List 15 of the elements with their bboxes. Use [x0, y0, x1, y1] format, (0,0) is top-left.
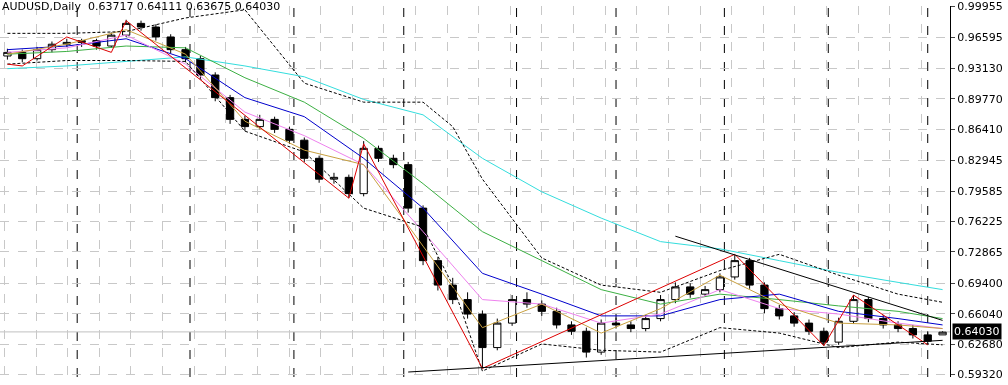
y-tick-label: 0.72865	[957, 245, 1003, 259]
y-tick-label: 0.62680	[957, 337, 1003, 351]
y-tick-label: 0.69400	[957, 277, 1003, 291]
ref-line-label: 0.64030	[954, 325, 1000, 338]
y-tick-label: 0.59320	[957, 368, 1003, 382]
y-tick-label: 0.99955	[957, 0, 1003, 14]
y-tick-label: 0.82945	[957, 154, 1003, 168]
y-tick-label: 0.96595	[957, 30, 1003, 44]
y-tick-label: 0.66040	[957, 307, 1003, 321]
chart-title: AUDUSD,Daily 0.63717 0.64111 0.63675 0.64030	[2, 0, 281, 13]
y-tick-label: 0.93130	[957, 62, 1003, 76]
y-tick-label: 0.76225	[957, 215, 1003, 229]
y-tick-label: 0.86410	[957, 123, 1003, 137]
y-tick-label: 0.89770	[957, 92, 1003, 106]
y-tick-label: 0.79585	[957, 184, 1003, 198]
